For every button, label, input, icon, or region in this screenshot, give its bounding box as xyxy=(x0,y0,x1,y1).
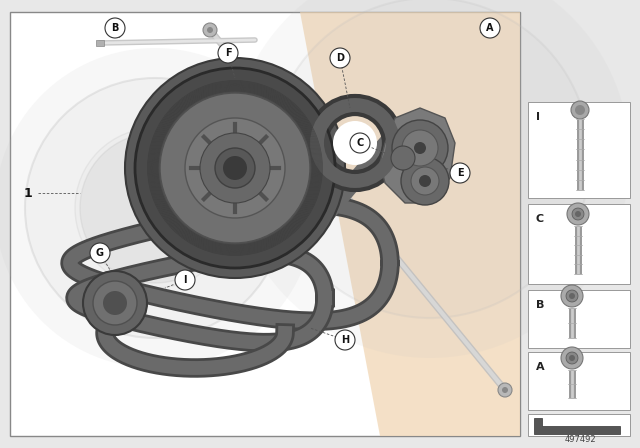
Circle shape xyxy=(575,211,581,217)
Circle shape xyxy=(419,175,431,187)
Bar xyxy=(528,102,630,198)
Circle shape xyxy=(414,142,426,154)
Circle shape xyxy=(175,270,195,290)
Bar xyxy=(528,352,630,410)
Circle shape xyxy=(450,163,470,183)
Circle shape xyxy=(575,105,585,115)
Circle shape xyxy=(502,387,508,393)
Circle shape xyxy=(571,101,589,119)
Circle shape xyxy=(218,43,238,63)
Circle shape xyxy=(480,18,500,38)
Wedge shape xyxy=(80,133,155,208)
Circle shape xyxy=(350,133,370,153)
Wedge shape xyxy=(155,208,230,283)
Circle shape xyxy=(83,271,147,335)
Circle shape xyxy=(567,203,589,225)
Polygon shape xyxy=(300,12,520,436)
Text: E: E xyxy=(457,168,463,178)
Bar xyxy=(528,204,630,284)
Wedge shape xyxy=(80,208,155,283)
Circle shape xyxy=(93,281,137,325)
Bar xyxy=(528,290,630,348)
Circle shape xyxy=(566,290,578,302)
Circle shape xyxy=(75,128,235,288)
Polygon shape xyxy=(534,418,620,434)
Circle shape xyxy=(561,285,583,307)
Circle shape xyxy=(391,146,415,170)
Circle shape xyxy=(200,133,270,203)
Circle shape xyxy=(402,130,438,166)
Bar xyxy=(96,40,104,46)
Bar xyxy=(528,414,630,436)
Text: A: A xyxy=(536,362,545,372)
Circle shape xyxy=(411,167,439,195)
Circle shape xyxy=(105,18,125,38)
Bar xyxy=(10,12,520,436)
Circle shape xyxy=(401,157,449,205)
Bar xyxy=(528,12,630,436)
Circle shape xyxy=(25,78,285,338)
Text: F: F xyxy=(225,48,231,58)
Circle shape xyxy=(90,243,110,263)
Text: D: D xyxy=(336,53,344,63)
Circle shape xyxy=(566,352,578,364)
Circle shape xyxy=(333,121,377,165)
Circle shape xyxy=(569,293,575,299)
Circle shape xyxy=(203,23,217,37)
Circle shape xyxy=(572,208,584,220)
Circle shape xyxy=(103,291,127,315)
Circle shape xyxy=(125,58,345,278)
Circle shape xyxy=(160,93,310,243)
Text: 1: 1 xyxy=(24,186,33,199)
Circle shape xyxy=(498,383,512,397)
Circle shape xyxy=(0,48,315,368)
Circle shape xyxy=(135,68,335,268)
Text: C: C xyxy=(536,214,544,224)
Text: C: C xyxy=(356,138,364,148)
Text: G: G xyxy=(96,248,104,258)
Text: B: B xyxy=(111,23,118,33)
Circle shape xyxy=(207,27,213,33)
Circle shape xyxy=(330,48,350,68)
Text: B: B xyxy=(536,300,545,310)
Circle shape xyxy=(561,347,583,369)
Circle shape xyxy=(569,355,575,361)
Circle shape xyxy=(223,156,247,180)
Circle shape xyxy=(230,0,630,358)
Text: H: H xyxy=(341,335,349,345)
Wedge shape xyxy=(155,133,230,208)
Polygon shape xyxy=(380,108,455,203)
Circle shape xyxy=(270,0,590,318)
Circle shape xyxy=(215,148,255,188)
Text: 497492: 497492 xyxy=(564,435,596,444)
Circle shape xyxy=(392,120,448,176)
Text: A: A xyxy=(486,23,493,33)
Text: I: I xyxy=(183,275,187,285)
Circle shape xyxy=(185,118,285,218)
Circle shape xyxy=(335,330,355,350)
Text: I: I xyxy=(536,112,540,122)
